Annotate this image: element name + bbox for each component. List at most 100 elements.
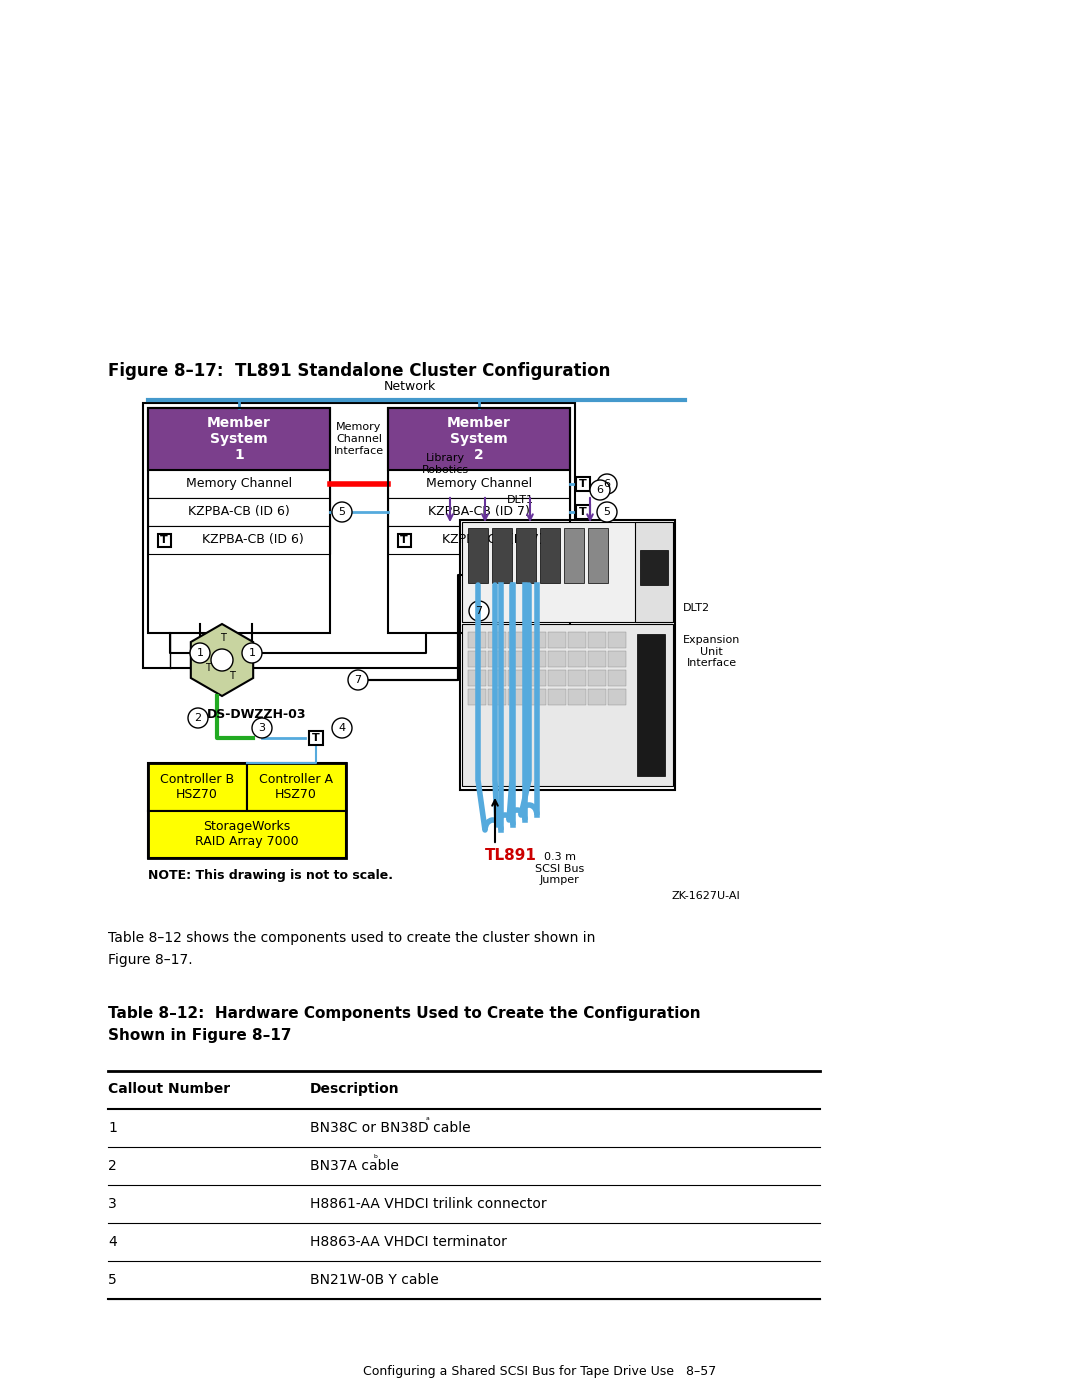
Bar [548, 689, 566, 705]
Text: KZPBA-CB (ID 7): KZPBA-CB (ID 7) [428, 506, 530, 518]
Bar [488, 651, 507, 666]
Text: 0.3 m
SCSI Bus
Jumper: 0.3 m SCSI Bus Jumper [535, 852, 584, 886]
Text: KZPBA-CB (ID 6): KZPBA-CB (ID 6) [188, 506, 289, 518]
Text: H8861-AA VHDCI trilink connector: H8861-AA VHDCI trilink connector [310, 1197, 546, 1211]
Text: 5: 5 [108, 1273, 117, 1287]
Polygon shape [191, 624, 253, 696]
Bar [548, 671, 566, 686]
Text: ZK-1627U-AI: ZK-1627U-AI [672, 891, 740, 901]
Bar [388, 497, 570, 527]
Circle shape [597, 474, 617, 495]
Bar [309, 731, 323, 745]
Text: ᵇ: ᵇ [374, 1154, 378, 1164]
Circle shape [597, 502, 617, 522]
Bar [588, 671, 606, 686]
Text: T: T [312, 733, 320, 743]
Bar [508, 689, 526, 705]
Bar [143, 402, 575, 668]
Bar [640, 550, 669, 585]
Text: 5: 5 [604, 507, 610, 517]
Bar [576, 504, 590, 520]
Bar [468, 671, 486, 686]
Bar [388, 469, 570, 497]
Text: 6: 6 [604, 479, 610, 489]
Bar [158, 534, 171, 548]
Bar [388, 408, 570, 633]
Circle shape [332, 718, 352, 738]
Circle shape [469, 601, 489, 622]
Text: T: T [160, 535, 167, 545]
Text: 3: 3 [258, 724, 266, 733]
Text: Configuring a Shared SCSI Bus for Tape Drive Use   8–57: Configuring a Shared SCSI Bus for Tape D… [363, 1365, 717, 1377]
Text: H8863-AA VHDCI terminator: H8863-AA VHDCI terminator [310, 1235, 507, 1249]
Text: Figure 8–17.: Figure 8–17. [108, 953, 192, 967]
Bar [148, 408, 330, 633]
Text: Description: Description [310, 1083, 400, 1097]
Bar [608, 651, 626, 666]
Bar [148, 812, 346, 858]
Bar [468, 631, 486, 648]
Text: DS-DWZZH-03: DS-DWZZH-03 [207, 708, 307, 721]
Bar [460, 520, 675, 789]
Text: Figure 8–17:  TL891 Standalone Cluster Configuration: Figure 8–17: TL891 Standalone Cluster Co… [108, 362, 610, 380]
Bar [528, 671, 546, 686]
Bar [148, 527, 330, 555]
Text: 2: 2 [108, 1160, 117, 1173]
Text: Member
System
1: Member System 1 [207, 416, 271, 462]
Text: Memory
Channel
Interface: Memory Channel Interface [334, 422, 384, 455]
Bar [528, 651, 546, 666]
Text: T: T [229, 671, 235, 680]
Text: Memory Channel: Memory Channel [186, 478, 292, 490]
Text: T: T [579, 507, 586, 517]
Circle shape [188, 708, 208, 728]
Text: 7: 7 [475, 606, 483, 616]
Bar [576, 476, 590, 490]
Circle shape [348, 671, 368, 690]
Bar [635, 522, 673, 622]
Bar [388, 527, 570, 555]
Bar [468, 689, 486, 705]
Bar [528, 689, 546, 705]
Bar [540, 528, 561, 583]
Bar [508, 631, 526, 648]
Bar [388, 469, 570, 633]
Text: 7: 7 [354, 675, 362, 685]
Bar [528, 631, 546, 648]
Text: KZPBA-CB (ID 7): KZPBA-CB (ID 7) [442, 534, 544, 546]
Text: Member
System
2: Member System 2 [447, 416, 511, 462]
Circle shape [211, 650, 233, 671]
Bar [588, 528, 608, 583]
Text: T: T [400, 535, 408, 545]
Text: Network: Network [383, 380, 436, 393]
Bar [588, 651, 606, 666]
Text: 4: 4 [108, 1235, 117, 1249]
Text: 3: 3 [108, 1197, 117, 1211]
Text: DLT1: DLT1 [507, 495, 534, 504]
Text: TL891: TL891 [485, 848, 537, 862]
Text: Memory Channel: Memory Channel [426, 478, 532, 490]
Text: Expansion
Unit
Interface: Expansion Unit Interface [683, 636, 741, 668]
Bar [488, 671, 507, 686]
Bar [468, 528, 488, 583]
Text: 1: 1 [248, 648, 256, 658]
Circle shape [242, 643, 262, 664]
Bar [399, 534, 411, 548]
Bar [462, 522, 673, 622]
Text: Table 8–12:  Hardware Components Used to Create the Configuration: Table 8–12: Hardware Components Used to … [108, 1006, 701, 1021]
Text: BN21W-0B Y cable: BN21W-0B Y cable [310, 1273, 438, 1287]
Bar [492, 528, 512, 583]
Text: StorageWorks
RAID Array 7000: StorageWorks RAID Array 7000 [195, 820, 299, 848]
Text: Shown in Figure 8–17: Shown in Figure 8–17 [108, 1028, 292, 1044]
Text: 6: 6 [596, 485, 604, 495]
Bar [148, 763, 247, 812]
Bar [564, 528, 584, 583]
Text: 1: 1 [197, 648, 203, 658]
Bar [247, 763, 346, 812]
Text: T: T [205, 664, 211, 673]
Bar [588, 689, 606, 705]
Text: Library
Robotics: Library Robotics [421, 454, 469, 475]
Text: Controller B
HSZ70: Controller B HSZ70 [160, 773, 234, 800]
Circle shape [252, 718, 272, 738]
Text: 5: 5 [338, 507, 346, 517]
Bar [568, 651, 586, 666]
